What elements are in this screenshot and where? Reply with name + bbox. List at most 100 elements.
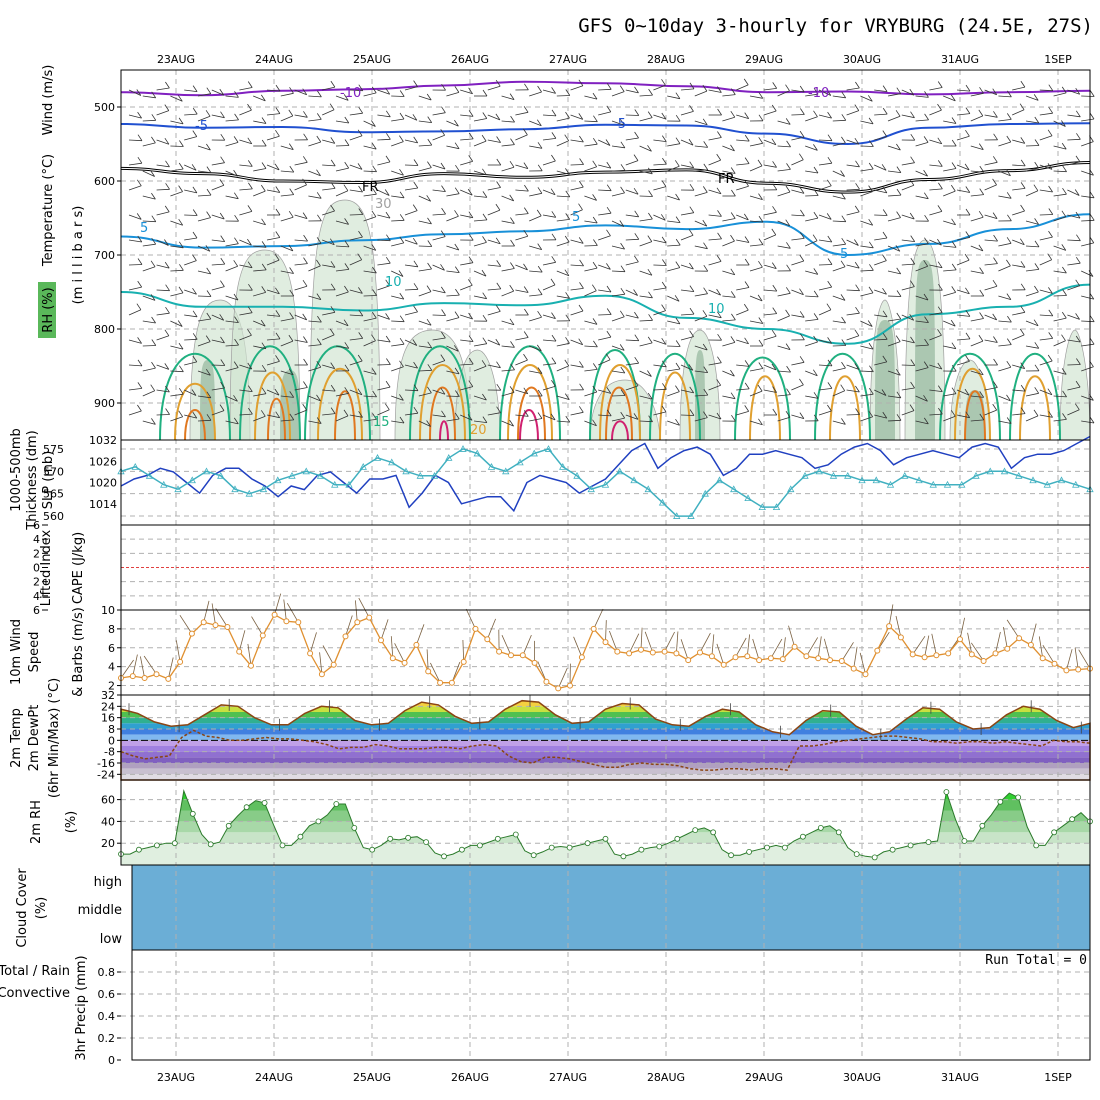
wind-barb-staff <box>667 95 680 100</box>
wind-barb-staff <box>197 217 211 222</box>
wind-barb-flag <box>372 413 377 420</box>
wind-barb-staff <box>749 266 763 272</box>
wind-barb-staff <box>391 320 405 323</box>
wind-barb-staff <box>667 368 681 372</box>
wind-barb-flag <box>372 289 377 296</box>
wind-barb-flag <box>813 189 819 196</box>
wind-barb-flag <box>233 260 239 267</box>
surface-wind-barb <box>274 593 282 615</box>
wind-barb-flag <box>937 81 943 88</box>
wind-barb-flag <box>799 311 805 318</box>
wind-barb-flag <box>992 212 998 219</box>
thickness-marker <box>316 471 325 479</box>
wind-barb-flag <box>302 279 308 287</box>
wind-barb-flag <box>578 237 584 244</box>
precip-axis-label: 3hr Precip (mm) <box>74 955 89 1060</box>
wind-barb-staff <box>998 344 1012 347</box>
wind-barb-flag <box>192 411 198 419</box>
wind-barb-staff <box>322 86 335 91</box>
wind-barb-staff <box>253 415 266 422</box>
wind-barb-flag <box>399 191 405 199</box>
wind-barb-staff <box>749 420 763 426</box>
wind-speed-marker <box>697 649 703 656</box>
wind-barb-flag <box>689 206 695 213</box>
wind-barb-staff <box>142 295 156 301</box>
wind-barb-staff <box>749 195 763 200</box>
wind-barb-flag <box>206 414 212 421</box>
wind-barb-staff <box>1012 311 1025 316</box>
wind-barb-flag <box>1047 253 1053 260</box>
wind-barb-staff <box>736 214 749 221</box>
wind-barb-flag <box>454 187 460 194</box>
surface-wind-barb <box>394 643 405 664</box>
thickness-marker <box>359 463 367 470</box>
wind-barb-flag <box>454 412 460 420</box>
wind-barb-flag <box>717 333 722 341</box>
wind-barb-staff <box>487 85 501 91</box>
wind-barb-flag <box>1061 142 1067 150</box>
wind-barb-flag <box>800 209 805 217</box>
wind-barb-flag <box>565 89 571 96</box>
wind-barb-flag <box>854 329 860 337</box>
wind-barb-staff <box>653 364 667 368</box>
wind-barb-flag <box>662 383 667 390</box>
wind-barb-staff <box>556 241 570 247</box>
wind-speed-marker <box>318 671 325 678</box>
isotherm-warm-contour <box>939 352 1001 441</box>
wind-barb-flag <box>565 111 570 119</box>
wind-barb-flag <box>495 338 501 346</box>
wind-barb-flag <box>1006 169 1011 176</box>
wind-barb-flag <box>772 386 777 393</box>
wind-speed-marker <box>177 658 184 665</box>
wind-barb-staff <box>984 114 998 118</box>
wind-barb-flag <box>937 261 943 268</box>
wind-barb-flag <box>634 255 639 263</box>
wind-barb-staff <box>404 389 419 392</box>
wind-barb-flag <box>895 110 901 117</box>
wind-barb-staff <box>142 220 156 223</box>
wind-barb-staff <box>970 340 984 347</box>
wind-barb-flag <box>426 195 432 202</box>
rh-marker <box>1033 842 1040 849</box>
wind-barb-flag <box>344 139 350 146</box>
wind-barb-flag <box>924 237 929 244</box>
wind-barb-staff <box>708 414 722 420</box>
surface-wind-barb <box>175 640 181 662</box>
wind-barb-staff <box>225 344 239 347</box>
wind-barb-staff <box>253 190 266 197</box>
wind-barb-staff <box>349 389 363 396</box>
wind-barb-staff <box>611 192 625 197</box>
wind-barb-staff <box>322 334 335 341</box>
rh-marker <box>853 851 860 857</box>
wind-barb-staff <box>639 117 653 122</box>
wind-barb-flag <box>523 331 529 338</box>
wind-barb-flag <box>812 234 818 241</box>
wind-barb-staff <box>225 243 239 247</box>
wind-barb-flag <box>385 256 391 264</box>
wind-barb-staff <box>460 214 473 219</box>
wind-barb-flag <box>385 313 390 320</box>
wind-barb-flag <box>826 179 832 187</box>
wind-barb-staff <box>998 320 1012 323</box>
wind-barb-flag <box>399 292 405 300</box>
wind-barb-staff <box>142 420 156 425</box>
wind-barb-flag <box>550 188 556 195</box>
rh-marker <box>602 835 609 842</box>
wind-barb-staff <box>404 288 419 291</box>
thickness-marker <box>174 485 182 493</box>
wind-barb-flag <box>993 111 998 118</box>
wind-barb-staff <box>777 416 791 422</box>
wind-barb-staff <box>1067 114 1081 118</box>
wind-barb-flag <box>702 310 708 317</box>
wind-barb-staff <box>556 295 570 299</box>
thickness-marker <box>730 485 738 493</box>
wind-barb-flag <box>578 304 584 312</box>
wind-barb-staff <box>805 395 819 399</box>
wind-barb-staff <box>984 239 998 242</box>
contour-label: 15 <box>373 415 390 430</box>
wind-barb-flag <box>1061 210 1067 218</box>
wind-barb-staff <box>432 213 446 216</box>
wind-barb-flag <box>578 79 584 87</box>
wind-barb-staff <box>446 193 460 197</box>
wind-speed-marker <box>567 682 573 689</box>
